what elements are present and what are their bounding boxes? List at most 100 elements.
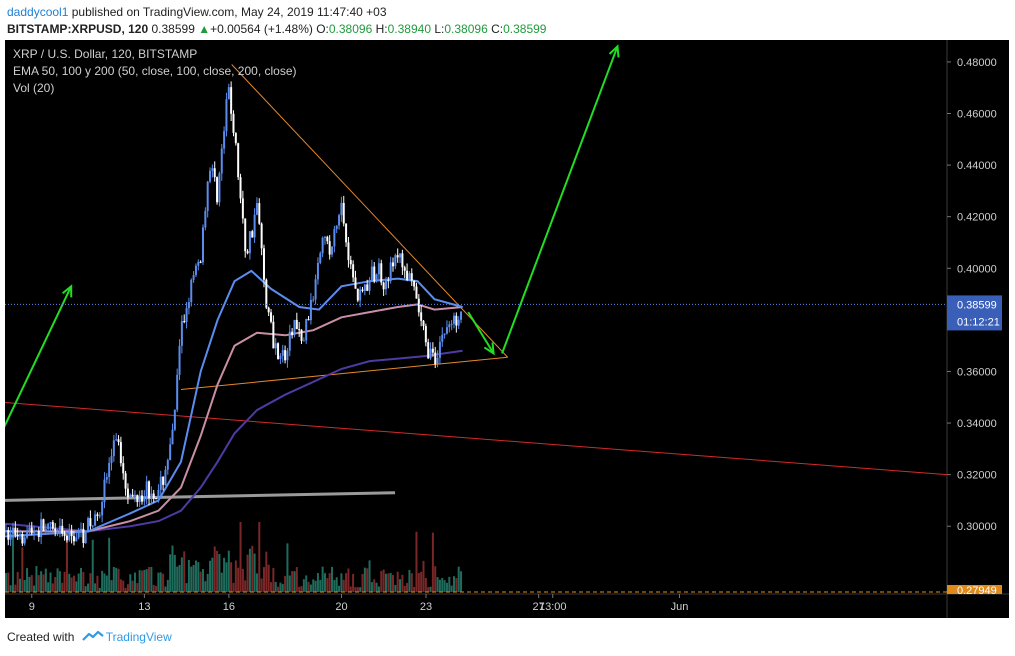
candle-body — [244, 218, 247, 252]
candle-body — [436, 357, 439, 365]
candle-body — [316, 262, 319, 280]
footer: Created with TradingView — [7, 630, 172, 645]
legend-symbol: XRP / U.S. Dollar, 120, BITSTAMP — [13, 47, 197, 61]
candle-body — [201, 227, 204, 263]
price-tick-label: 0.44000 — [957, 160, 997, 172]
candle-body — [232, 113, 235, 133]
volume-bar — [68, 573, 71, 592]
volume-bar — [417, 572, 420, 592]
volume-bar — [101, 570, 104, 592]
candle-body — [345, 223, 348, 243]
candle-body — [124, 473, 127, 489]
volume-bar — [288, 575, 291, 592]
candle-body — [180, 321, 183, 346]
chart-legend: XRP / U.S. Dollar, 120, BITSTAMP EMA 50,… — [13, 47, 297, 95]
volume-bar — [131, 580, 134, 592]
red-trendline[interactable] — [3, 401, 948, 476]
candle-body — [415, 286, 418, 299]
time-tick-label: 16 — [223, 601, 235, 613]
volume-bar — [387, 573, 390, 592]
volume-bar — [16, 571, 19, 592]
candle-body — [424, 326, 427, 343]
candle-body — [129, 494, 132, 498]
trend-drawings — [3, 64, 948, 502]
candle-body — [452, 315, 455, 324]
volume-bar — [359, 587, 362, 592]
candle-body — [286, 350, 289, 361]
candle-body — [389, 262, 392, 282]
volume-bar — [187, 559, 190, 592]
high-value: 0.38940 — [387, 22, 431, 36]
volume-bar — [286, 543, 289, 592]
price-axis[interactable]: 0.480000.460000.440000.420000.400000.380… — [5, 57, 1002, 597]
candle-body — [47, 523, 50, 530]
candle-body — [145, 481, 148, 498]
volume-bar — [408, 569, 411, 592]
candle-body — [410, 273, 413, 281]
chart-area[interactable]: 0.480000.460000.440000.420000.400000.380… — [2, 40, 1009, 618]
candle-body — [152, 493, 155, 499]
ohlc-line: BITSTAMP:XRPUSD, 120 0.38599 ▲+0.00564 (… — [7, 21, 1007, 38]
volume-bar — [319, 579, 322, 592]
candle-body — [171, 429, 174, 445]
volume-bar — [166, 579, 169, 592]
volume-bar — [37, 575, 40, 592]
candle-body — [19, 533, 22, 536]
candle-body — [96, 514, 99, 516]
volume-bar — [11, 534, 14, 592]
volume-bar — [21, 547, 24, 592]
author-link[interactable]: daddycool1 — [7, 5, 69, 19]
candle-body — [176, 374, 179, 410]
candle-body — [443, 333, 446, 335]
green-arrow-up-right[interactable] — [501, 46, 619, 354]
volume-bar — [251, 545, 254, 592]
candle-body — [277, 343, 280, 360]
candle-body — [260, 223, 263, 249]
tradingview-brand[interactable]: TradingView — [105, 630, 172, 644]
candle-body — [288, 331, 291, 351]
candle-body — [291, 331, 294, 336]
volume-bar — [91, 539, 94, 592]
orange-upper-trendline[interactable] — [231, 64, 509, 358]
open-label: O: — [316, 22, 329, 36]
candle-body — [61, 525, 64, 534]
volume-bar — [443, 580, 446, 592]
candle-body — [131, 494, 134, 497]
volume-bar — [204, 581, 207, 592]
volume-bar — [420, 571, 423, 592]
price-tick-label: 0.30000 — [957, 521, 997, 533]
volume-bar — [209, 560, 212, 592]
candle-body — [42, 519, 45, 532]
candle-body — [314, 279, 317, 300]
candle-body — [197, 261, 200, 266]
volume-bar — [366, 568, 369, 592]
volume-bar — [84, 586, 87, 592]
gray-support-line[interactable] — [3, 491, 396, 502]
candle-body — [262, 248, 265, 280]
volume-bar — [94, 583, 97, 592]
volume-bar — [80, 567, 83, 592]
candle-body — [166, 460, 169, 470]
candle-body — [230, 87, 233, 114]
volume-bar — [326, 578, 329, 592]
volume-bar — [302, 579, 305, 592]
candle-body — [422, 320, 425, 327]
green-arrow-down[interactable] — [467, 311, 495, 354]
volume-bar — [152, 584, 155, 592]
chart-background — [5, 40, 1009, 618]
candle-body — [420, 312, 423, 321]
price-chart[interactable]: 0.480000.460000.440000.420000.400000.380… — [2, 40, 1009, 618]
time-tick-label: 20 — [335, 601, 347, 613]
orange-lower-trendline[interactable] — [180, 356, 508, 391]
candle-body — [265, 279, 268, 308]
ema50-line — [3, 269, 463, 538]
candle-body — [431, 348, 434, 353]
candle-body — [87, 518, 90, 532]
candle-body — [82, 528, 85, 544]
green-arrow-up-left[interactable] — [2, 285, 73, 429]
volume-bar — [291, 571, 294, 592]
volume-bar — [169, 554, 172, 592]
volume-bar — [206, 573, 209, 592]
candle-body — [361, 289, 364, 291]
